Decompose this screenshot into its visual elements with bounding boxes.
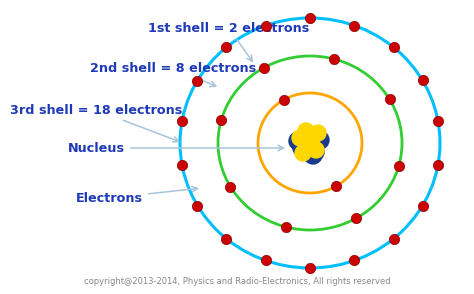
Point: [306, 266, 314, 270]
Point: [330, 57, 337, 61]
Point: [262, 23, 269, 28]
Point: [193, 203, 201, 208]
Circle shape: [298, 127, 316, 145]
Circle shape: [310, 125, 326, 141]
Point: [419, 78, 427, 83]
Point: [306, 16, 314, 20]
Point: [260, 65, 268, 70]
Circle shape: [289, 132, 307, 150]
Text: Electrons: Electrons: [76, 186, 198, 205]
Point: [227, 184, 234, 189]
Point: [434, 119, 442, 124]
Circle shape: [306, 143, 324, 161]
Text: 3rd shell = 18 electrons: 3rd shell = 18 electrons: [10, 103, 182, 142]
Text: copyright@2013-2014, Physics and Radio-Electronics, All rights reserved: copyright@2013-2014, Physics and Radio-E…: [84, 277, 390, 286]
Point: [419, 203, 427, 208]
Point: [280, 97, 288, 102]
Circle shape: [295, 145, 311, 161]
Circle shape: [311, 131, 329, 149]
Text: 1st shell = 2 electrons: 1st shell = 2 electrons: [148, 21, 309, 61]
Point: [262, 258, 269, 263]
Circle shape: [308, 142, 324, 158]
Point: [223, 236, 230, 241]
Text: 2nd shell = 8 electrons: 2nd shell = 8 electrons: [90, 61, 256, 87]
Point: [390, 45, 397, 50]
Point: [283, 225, 290, 229]
Circle shape: [304, 137, 320, 153]
Circle shape: [292, 130, 308, 146]
Point: [390, 236, 397, 241]
Circle shape: [298, 123, 314, 139]
Point: [223, 45, 230, 50]
Point: [193, 78, 201, 83]
Point: [218, 118, 225, 123]
Text: Nucleus: Nucleus: [68, 141, 283, 155]
Point: [178, 162, 186, 167]
Point: [351, 258, 358, 263]
Point: [178, 119, 186, 124]
Point: [395, 163, 402, 168]
Point: [332, 184, 340, 189]
Point: [351, 23, 358, 28]
Circle shape: [304, 146, 322, 164]
Point: [386, 97, 393, 102]
Point: [434, 162, 442, 167]
Point: [352, 216, 360, 221]
Circle shape: [293, 139, 311, 157]
